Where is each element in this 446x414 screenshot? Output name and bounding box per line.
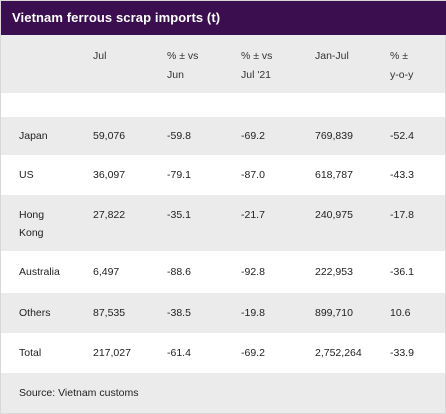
header-yoy-line1: % ± [390,50,409,62]
table-title: Vietnam ferrous scrap imports (t) [1,1,446,35]
row-country: US [19,169,34,181]
row-vs-jun: -61.4 [167,347,191,359]
row-vs-jun: -35.1 [167,209,191,221]
table-header-row: Jul % ± vs Jun % ± vs Jul '21 Jan-Jul % … [1,35,445,93]
table-row: Hong Kong 27,822 -35.1 -21.7 240,975 -17… [1,195,445,251]
row-vs-jun: -88.6 [167,266,191,278]
table-row: US 36,097 -79.1 -87.0 618,787 -43.3 [1,155,445,195]
row-yoy: -33.9 [390,347,414,359]
row-jan-jul: 2,752,264 [315,347,362,359]
header-yoy: % ± y-o-y [390,47,444,85]
table-footer: Source: Vietnam customs [1,373,445,413]
row-country: Total [19,347,42,359]
header-vs-jun-line1: % ± vs [167,50,199,62]
row-yoy: -43.3 [390,169,414,181]
row-country: Others [19,307,51,319]
row-jul: 59,076 [93,130,126,142]
row-vs-jul21: -69.2 [241,347,265,359]
row-vs-jul21: -21.7 [241,209,265,221]
row-country: Japan [19,130,48,142]
row-yoy: -17.8 [390,209,414,221]
header-yoy-line2: y-o-y [390,69,414,81]
source-note: Source: Vietnam customs [19,387,139,399]
header-jul-line1: Jul [93,50,107,62]
row-country-line2: Kong [19,227,44,239]
row-vs-jul21: -69.2 [241,130,265,142]
row-jan-jul: 618,787 [315,169,353,181]
header-jan-jul: Jan-Jul [315,47,385,66]
header-jan-jul-line1: Jan-Jul [315,50,349,62]
row-jan-jul: 899,710 [315,307,353,319]
row-country: Australia [19,266,60,278]
row-vs-jul21: -92.8 [241,266,265,278]
row-vs-jun: -59.8 [167,130,191,142]
table-row: Japan 59,076 -59.8 -69.2 769,839 -52.4 [1,117,445,155]
header-jul: Jul [93,47,157,66]
row-jul: 217,027 [93,347,131,359]
header-vs-jun-line2: Jun [167,69,184,81]
row-vs-jul21: -19.8 [241,307,265,319]
row-vs-jun: -38.5 [167,307,191,319]
row-country-line1: Hong [19,209,45,221]
spacer-row [1,93,445,117]
row-jul: 87,535 [93,307,126,319]
header-vs-jul21-line2: Jul '21 [241,69,272,81]
row-yoy: -36.1 [390,266,414,278]
row-jul: 6,497 [93,266,120,278]
header-vs-jul21: % ± vs Jul '21 [241,47,305,85]
row-vs-jul21: -87.0 [241,169,265,181]
header-vs-jun: % ± vs Jun [167,47,231,85]
row-jan-jul: 240,975 [315,209,353,221]
table-row: Others 87,535 -38.5 -19.8 899,710 10.6 [1,293,445,333]
row-yoy: 10.6 [390,307,411,319]
table-row: Australia 6,497 -88.6 -92.8 222,953 -36.… [1,251,445,293]
row-jan-jul: 769,839 [315,130,353,142]
header-vs-jul21-line1: % ± vs [241,50,273,62]
row-jul: 36,097 [93,169,126,181]
row-jul: 27,822 [93,209,126,221]
row-yoy: -52.4 [390,130,414,142]
table-row-total: Total 217,027 -61.4 -69.2 2,752,264 -33.… [1,333,445,373]
row-jan-jul: 222,953 [315,266,353,278]
row-vs-jun: -79.1 [167,169,191,181]
row-country: Hong Kong [19,206,81,242]
